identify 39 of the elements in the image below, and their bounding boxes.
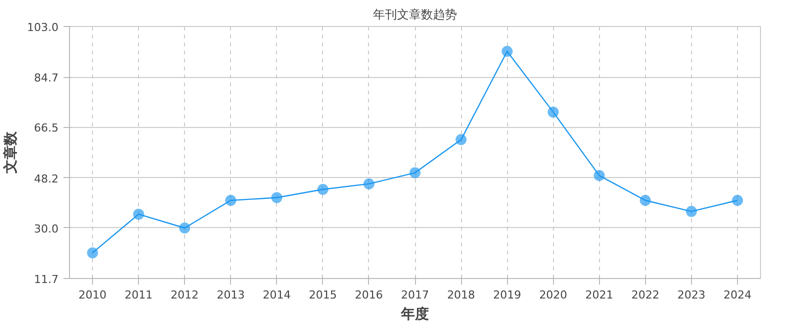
x-tick-label: 2022 — [631, 288, 660, 302]
y-tick-label: 66.5 — [34, 122, 59, 135]
point — [133, 208, 144, 220]
point — [456, 134, 467, 146]
x-tick-label: 2016 — [354, 288, 383, 302]
x-tick-label: 2011 — [124, 288, 153, 302]
x-tick-label: 2023 — [677, 288, 706, 302]
x-tick-label: 2012 — [170, 288, 199, 302]
x-tick-label: 2021 — [585, 288, 614, 302]
point — [410, 167, 420, 178]
y-tick-label: 11.7 — [34, 273, 59, 286]
chart-title: 年刊文章数趋势 — [373, 8, 457, 22]
point — [225, 194, 236, 206]
point — [87, 247, 98, 258]
x-axis-title: 年度 — [400, 306, 429, 322]
x-tick-label: 2019 — [493, 288, 522, 302]
point — [640, 194, 651, 206]
point — [502, 46, 513, 57]
point — [732, 194, 743, 206]
point — [179, 222, 190, 234]
x-tick-label: 2013 — [216, 288, 245, 302]
point — [548, 106, 559, 118]
x-tick-label: 2010 — [78, 288, 107, 302]
point — [686, 206, 697, 217]
point — [317, 184, 328, 195]
x-tick-label: 2014 — [262, 288, 291, 302]
x-tick-label: 2015 — [308, 288, 337, 302]
x-tick-label: 2024 — [723, 288, 752, 302]
point — [594, 170, 605, 182]
y-tick-label: 30.0 — [34, 222, 59, 236]
x-tick-label: 2018 — [447, 288, 476, 302]
y-tick-label: 84.7 — [34, 72, 59, 85]
x-tick-label: 2020 — [539, 288, 568, 302]
x-tick-label: 2017 — [401, 288, 430, 302]
y-tick-label: 48.2 — [34, 172, 59, 186]
point — [271, 192, 282, 204]
point — [363, 178, 374, 190]
y-tick-label: 103.0 — [27, 21, 59, 34]
y-axis-title: 文章数 — [2, 130, 20, 174]
